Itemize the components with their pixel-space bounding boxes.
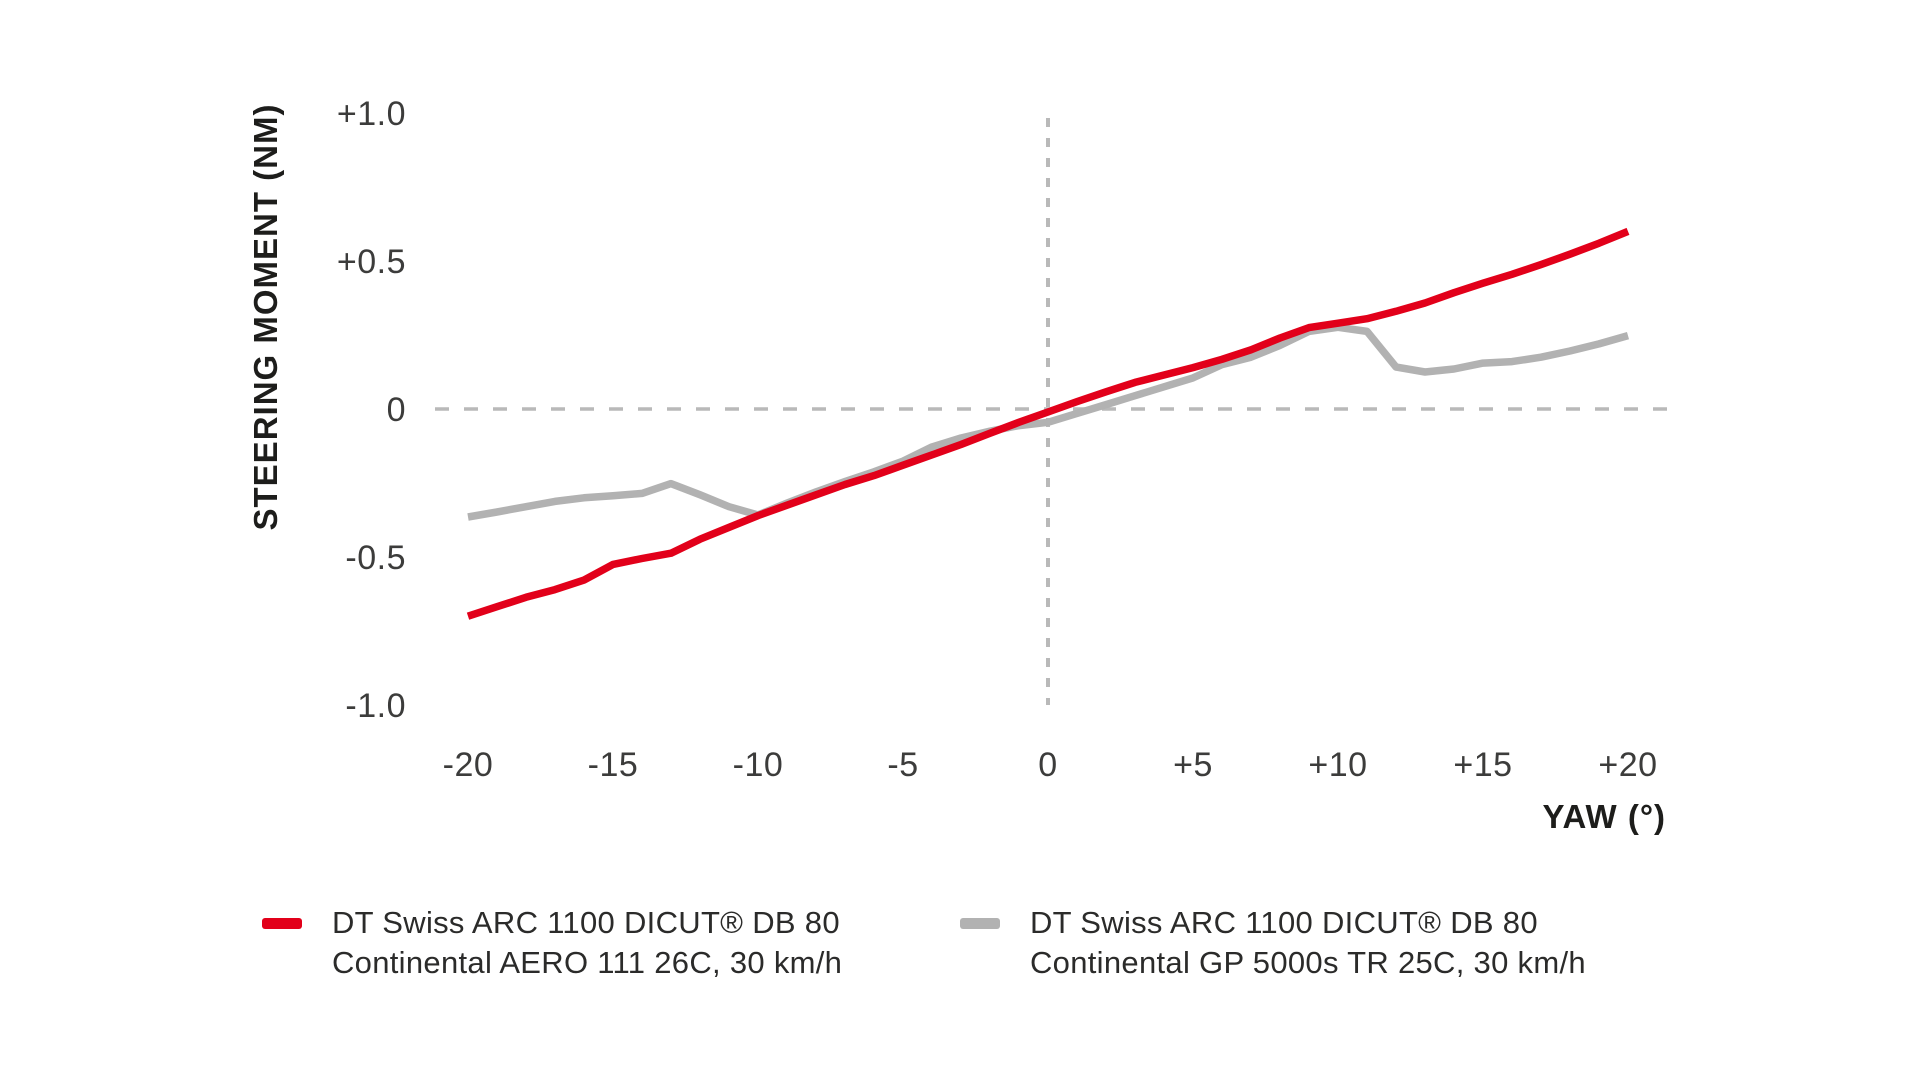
x-tick-label: +5 [1173, 746, 1213, 784]
x-tick-label: +15 [1453, 746, 1512, 784]
legend-label-line2: Continental GP 5000s TR 25C, 30 km/h [1030, 945, 1586, 980]
legend-label-line1: DT Swiss ARC 1100 DICUT® DB 80 [332, 905, 840, 940]
legend-swatch-gp5000s [960, 918, 1000, 929]
y-tick-label: -1.0 [345, 687, 406, 725]
y-tick-label: -0.5 [345, 539, 406, 577]
x-tick-label: -20 [443, 746, 494, 784]
x-tick-label: -10 [733, 746, 784, 784]
legend-swatch-aero111 [262, 918, 302, 929]
legend-label-line2: Continental AERO 111 26C, 30 km/h [332, 945, 843, 980]
legend-label-line1: DT Swiss ARC 1100 DICUT® DB 80 [1030, 905, 1538, 940]
legend-label-gp5000s: DT Swiss ARC 1100 DICUT® DB 80 Continent… [1030, 903, 1586, 983]
y-tick-label: +0.5 [337, 243, 406, 281]
x-tick-label: -15 [588, 746, 639, 784]
x-tick-label: +10 [1308, 746, 1367, 784]
series-line-aero111 [466, 227, 1630, 620]
legend-item-aero111: DT Swiss ARC 1100 DICUT® DB 80 Continent… [262, 903, 842, 983]
y-tick-label: 0 [387, 391, 406, 429]
legend-item-gp5000s: DT Swiss ARC 1100 DICUT® DB 80 Continent… [960, 903, 1586, 983]
x-tick-label: +20 [1598, 746, 1657, 784]
x-tick-label: -5 [887, 746, 918, 784]
y-tick-label: +1.0 [337, 95, 406, 133]
legend-label-aero111: DT Swiss ARC 1100 DICUT® DB 80 Continent… [332, 903, 842, 983]
series-line-gp5000s [467, 323, 1630, 521]
y-axis-title: STEERING MOMENT (NM) [247, 104, 284, 531]
x-tick-label: 0 [1038, 746, 1057, 784]
x-axis-title: YAW (°) [1543, 798, 1666, 835]
